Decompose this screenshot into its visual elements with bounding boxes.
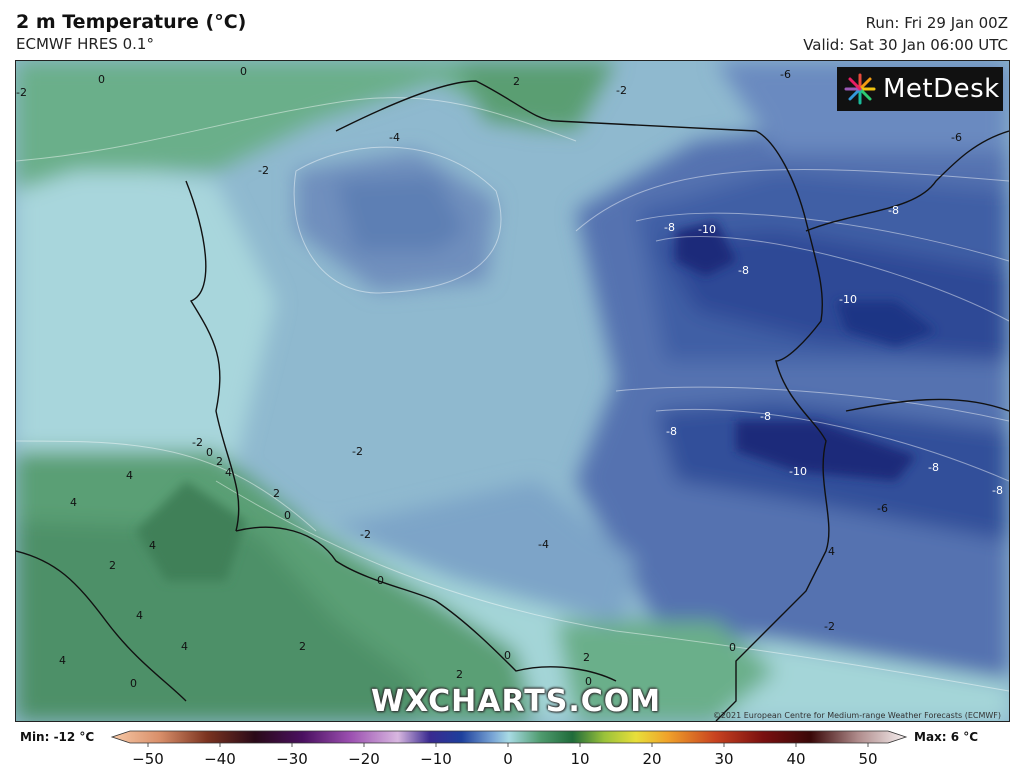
contour-label: -4 bbox=[538, 538, 549, 551]
contour-label: -8 bbox=[992, 484, 1003, 497]
contour-label: -10 bbox=[698, 223, 716, 236]
valid-time: Valid: Sat 30 Jan 06:00 UTC bbox=[803, 36, 1008, 54]
contour-label: -8 bbox=[666, 425, 677, 438]
colorbar-tick: −50 bbox=[132, 750, 164, 768]
contour-label: -8 bbox=[928, 461, 939, 474]
contour-label: -2 bbox=[16, 86, 27, 99]
contour-label: 4 bbox=[225, 466, 232, 479]
contour-label: -6 bbox=[877, 502, 888, 515]
contour-label: -2 bbox=[360, 528, 371, 541]
contour-label: 0 bbox=[729, 641, 736, 654]
contour-label: 0 bbox=[377, 574, 384, 587]
colorbar-tick: −20 bbox=[348, 750, 380, 768]
contour-label: 2 bbox=[513, 75, 520, 88]
colorbar-tick: 50 bbox=[858, 750, 878, 768]
contour-label: 2 bbox=[273, 487, 280, 500]
model-name: ECMWF HRES 0.1° bbox=[16, 35, 154, 53]
contour-label: -8 bbox=[664, 221, 675, 234]
contour-label: -2 bbox=[192, 436, 203, 449]
contour-label: 4 bbox=[181, 640, 188, 653]
contour-label: 0 bbox=[585, 675, 592, 688]
contour-label: 4 bbox=[126, 469, 133, 482]
colorbar-tick: 10 bbox=[570, 750, 590, 768]
contour-label: 4 bbox=[149, 539, 156, 552]
contour-label: -2 bbox=[352, 445, 363, 458]
colorbar-tick: 30 bbox=[714, 750, 734, 768]
contour-label: 2 bbox=[299, 640, 306, 653]
contour-label: 4 bbox=[136, 609, 143, 622]
contour-label: 4 bbox=[70, 496, 77, 509]
contour-label: -10 bbox=[839, 293, 857, 306]
contour-label: -6 bbox=[780, 68, 791, 81]
contour-label: 2 bbox=[583, 651, 590, 664]
watermark: WXCHARTS.COM bbox=[371, 684, 662, 719]
contour-label: 4 bbox=[59, 654, 66, 667]
max-label: Max: 6 °C bbox=[914, 730, 979, 744]
chart-header-left: 2 m Temperature (°C) ECMWF HRES 0.1° bbox=[16, 10, 246, 54]
colorbar-scale bbox=[110, 730, 908, 747]
contour-label: 2 bbox=[456, 668, 463, 681]
colorbar-tick: −40 bbox=[204, 750, 236, 768]
contour-label: 4 bbox=[828, 545, 835, 558]
colorbar-tick: 20 bbox=[642, 750, 662, 768]
map-canvas: 0 0 -2 2 -2 -6 -6 -4 -2 -8 -10 -8 -8 -10… bbox=[16, 61, 1009, 721]
contour-label: 0 bbox=[284, 509, 291, 522]
contour-label: -10 bbox=[789, 465, 807, 478]
colorbar-tick: −30 bbox=[276, 750, 308, 768]
contour-label: -2 bbox=[258, 164, 269, 177]
contour-label: -2 bbox=[616, 84, 627, 97]
contour-label: -6 bbox=[951, 131, 962, 144]
contour-label: 0 bbox=[130, 677, 137, 690]
run-time: Run: Fri 29 Jan 00Z bbox=[865, 14, 1008, 32]
contour-label: 2 bbox=[216, 455, 223, 468]
colorbar-tick: −10 bbox=[420, 750, 452, 768]
min-label: Min: -12 °C bbox=[20, 730, 95, 744]
metdesk-logo: MetDesk bbox=[837, 67, 1003, 111]
contour-label: -8 bbox=[888, 204, 899, 217]
contour-label: -8 bbox=[760, 410, 771, 423]
contour-label: -4 bbox=[389, 131, 400, 144]
contour-label: 0 bbox=[206, 446, 213, 459]
copyright-note: ©2021 European Centre for Medium-range W… bbox=[712, 711, 1001, 720]
temperature-map[interactable]: 0 0 -2 2 -2 -6 -6 -4 -2 -8 -10 -8 -8 -10… bbox=[15, 60, 1010, 722]
metdesk-flower-icon bbox=[844, 73, 876, 105]
colorbar: Min: -12 °C bbox=[0, 722, 1024, 784]
contour-label: 0 bbox=[98, 73, 105, 86]
contour-label: 0 bbox=[504, 649, 511, 662]
chart-header-right: Run: Fri 29 Jan 00Z Valid: Sat 30 Jan 06… bbox=[803, 12, 1008, 56]
contour-label: 2 bbox=[109, 559, 116, 572]
contour-label: -8 bbox=[738, 264, 749, 277]
contour-label: -2 bbox=[824, 620, 835, 633]
colorbar-tick: 40 bbox=[786, 750, 806, 768]
contour-label: 0 bbox=[240, 65, 247, 78]
chart-title: 2 m Temperature (°C) bbox=[16, 11, 247, 33]
contour-labels: 0 0 -2 2 -2 -6 -6 -4 -2 -8 -10 -8 -8 -10… bbox=[16, 65, 1003, 690]
logo-text: MetDesk bbox=[883, 74, 1000, 104]
colorbar-tick: 0 bbox=[503, 750, 513, 768]
